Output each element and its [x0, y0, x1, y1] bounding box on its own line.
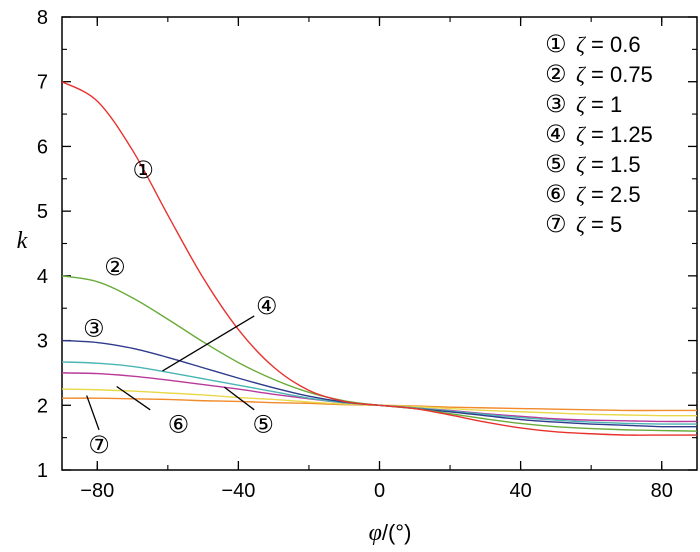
legend-symbol: ζ [576, 122, 587, 147]
series-line-1 [61, 81, 697, 436]
legend-value: = 0.6 [585, 32, 641, 57]
y-tick-label: 8 [37, 7, 48, 29]
leader-lines [86, 315, 255, 431]
legend-symbol: ζ [576, 92, 587, 117]
legend-entry: ζ = 2.5 [576, 182, 641, 207]
series-line-3 [61, 339, 698, 428]
legend-entry: ζ = 1 [576, 92, 622, 117]
legend-entry: ζ = 1.5 [576, 152, 641, 177]
curve-label: ② [104, 253, 126, 281]
y-tick-label: 6 [37, 136, 48, 158]
leader-line [86, 395, 100, 431]
curve-labels: ① ② ③ ④ ⑤ ⑥ ⑦ [83, 156, 277, 459]
series-line-7 [61, 397, 697, 412]
curve-label: ⑤ [252, 410, 274, 438]
curve-label: ③ [83, 315, 105, 343]
legend-value: = 1.25 [585, 122, 653, 147]
legend-value: = 5 [585, 212, 622, 237]
series-layer [61, 81, 698, 436]
legend-marker: ⑦ [545, 210, 567, 238]
x-axis-title-var: φ [369, 520, 382, 546]
y-tick-label: 4 [37, 266, 48, 288]
y-tick-label: 7 [37, 72, 48, 94]
y-axis-title: k [17, 228, 28, 254]
legend-entry: ζ = 5 [576, 212, 622, 237]
x-axis-title-unit: /(°) [382, 520, 412, 545]
legend-marker: ⑤ [545, 150, 567, 178]
legend-value: = 1 [585, 92, 622, 117]
leader-line [116, 385, 151, 411]
legend-symbol: ζ [576, 212, 587, 237]
axis-ticks: −80 −40 0 40 80 1 2 3 4 5 6 7 8 [37, 7, 697, 502]
legend-symbol: ζ [576, 152, 587, 177]
x-tick-label: 40 [509, 480, 531, 502]
curve-label: ④ [256, 292, 278, 320]
legend-marker: ④ [545, 120, 567, 148]
curve-label: ⑦ [88, 431, 110, 459]
legend-value: = 1.5 [585, 152, 641, 177]
legend-value: = 2.5 [585, 182, 641, 207]
legend-entry: ζ = 0.75 [576, 62, 653, 87]
legend-marker: ⑥ [545, 180, 567, 208]
x-tick-label: −40 [221, 480, 255, 502]
legend-symbol: ζ [576, 182, 587, 207]
leader-line [162, 315, 255, 372]
series-line-2 [61, 275, 698, 432]
x-axis-title: φ/(°) [369, 520, 412, 546]
y-tick-label: 3 [37, 331, 48, 353]
x-tick-label: 0 [374, 480, 385, 502]
legend-symbol: ζ [576, 32, 587, 57]
legend-marker: ③ [545, 90, 567, 118]
legend-marker: ① [545, 30, 567, 58]
x-tick-label: −80 [80, 480, 114, 502]
legend-entry: ζ = 1.25 [576, 122, 653, 147]
curve-label: ⑥ [168, 410, 190, 438]
y-tick-label: 1 [37, 460, 48, 482]
legend-value: = 0.75 [585, 62, 653, 87]
curve-label: ① [132, 156, 154, 184]
leader-line [223, 386, 255, 411]
legend-marker: ② [545, 60, 567, 88]
x-tick-label: 80 [651, 480, 673, 502]
legend-symbol: ζ [576, 62, 587, 87]
series-line-6 [61, 388, 698, 417]
y-tick-label: 2 [37, 395, 48, 417]
y-tick-label: 5 [37, 201, 48, 223]
legend-entry: ζ = 0.6 [576, 32, 641, 57]
